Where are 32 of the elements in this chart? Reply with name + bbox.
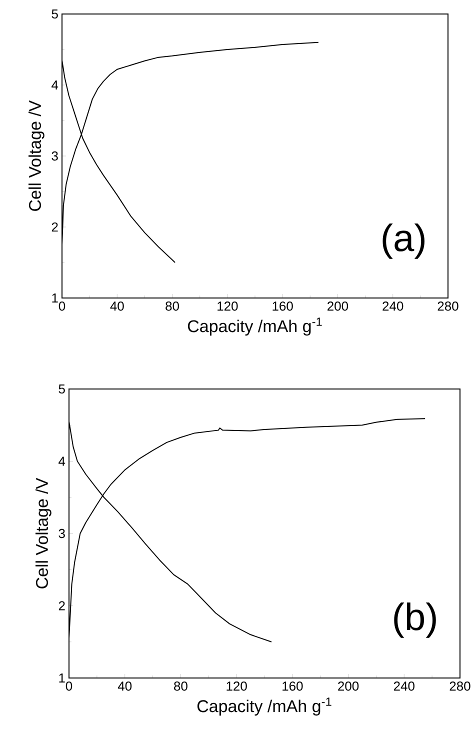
y-tick-label: 5 (52, 9, 58, 19)
x-tick-label: 280 (450, 682, 470, 691)
x-tick-label: 200 (338, 682, 359, 691)
x-tick-label: 0 (58, 302, 66, 311)
x-tick-label: 0 (66, 682, 72, 691)
y-tick-label: 3 (58, 528, 65, 538)
y-axis-title: Cell Voltage /V (28, 100, 44, 211)
y-axis-title: Cell Voltage /V (35, 478, 52, 588)
y-tick-label: 1 (52, 294, 58, 302)
x-axis-title: Capacity /mAh g$^{-1}$ (197, 698, 332, 716)
y-tick-label: 2 (52, 222, 58, 232)
x-tick-label: 80 (166, 302, 179, 311)
x-tick-label: 80 (174, 682, 188, 691)
x-tick-label: 40 (118, 682, 132, 691)
y-tick-label: 4 (58, 456, 66, 466)
x-tick-label: 120 (217, 302, 238, 311)
x-tick-label: 160 (272, 302, 293, 311)
x-tick-label: 200 (327, 302, 348, 311)
y-tick-label: 4 (51, 80, 58, 90)
y-tick-label: 1 (59, 674, 65, 682)
x-tick-label: 120 (226, 682, 247, 691)
y-tick-label: 2 (58, 601, 65, 610)
x-axis-title: Capacity /mAh g$^{-1}$ (188, 318, 322, 336)
x-tick-label: 280 (438, 302, 458, 311)
x-tick-label: 240 (394, 682, 414, 691)
y-tick-label: 5 (58, 384, 65, 394)
y-tick-label: 3 (52, 151, 58, 161)
x-tick-label: 240 (382, 302, 404, 311)
x-tick-label: 160 (282, 682, 303, 691)
annotation: (b) (394, 602, 436, 638)
x-tick-label: 40 (110, 302, 124, 311)
annotation: (a) (382, 223, 424, 259)
